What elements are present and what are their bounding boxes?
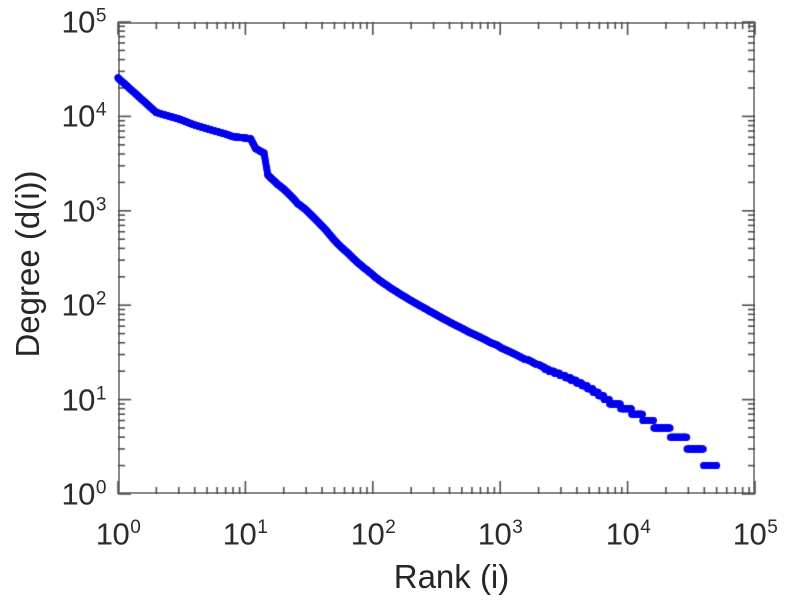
x-tick-label: 100 bbox=[95, 516, 141, 552]
y-tick-label: 102 bbox=[61, 287, 106, 323]
x-tick-label: 103 bbox=[477, 516, 523, 552]
x-tick-label: 102 bbox=[350, 516, 396, 552]
y-axis-label: Degree (d(i)) bbox=[9, 170, 46, 358]
x-tick-label: 101 bbox=[222, 516, 268, 552]
y-tick-label: 101 bbox=[61, 382, 106, 418]
y-tick-label: 103 bbox=[61, 193, 106, 229]
x-tick-label: 104 bbox=[605, 516, 651, 552]
x-tick-label: 105 bbox=[732, 516, 778, 552]
y-tick-label: 105 bbox=[61, 4, 106, 40]
x-axis-label: Rank (i) bbox=[393, 558, 510, 595]
y-tick-label: 100 bbox=[61, 476, 106, 512]
y-tick-label: 104 bbox=[61, 98, 106, 134]
